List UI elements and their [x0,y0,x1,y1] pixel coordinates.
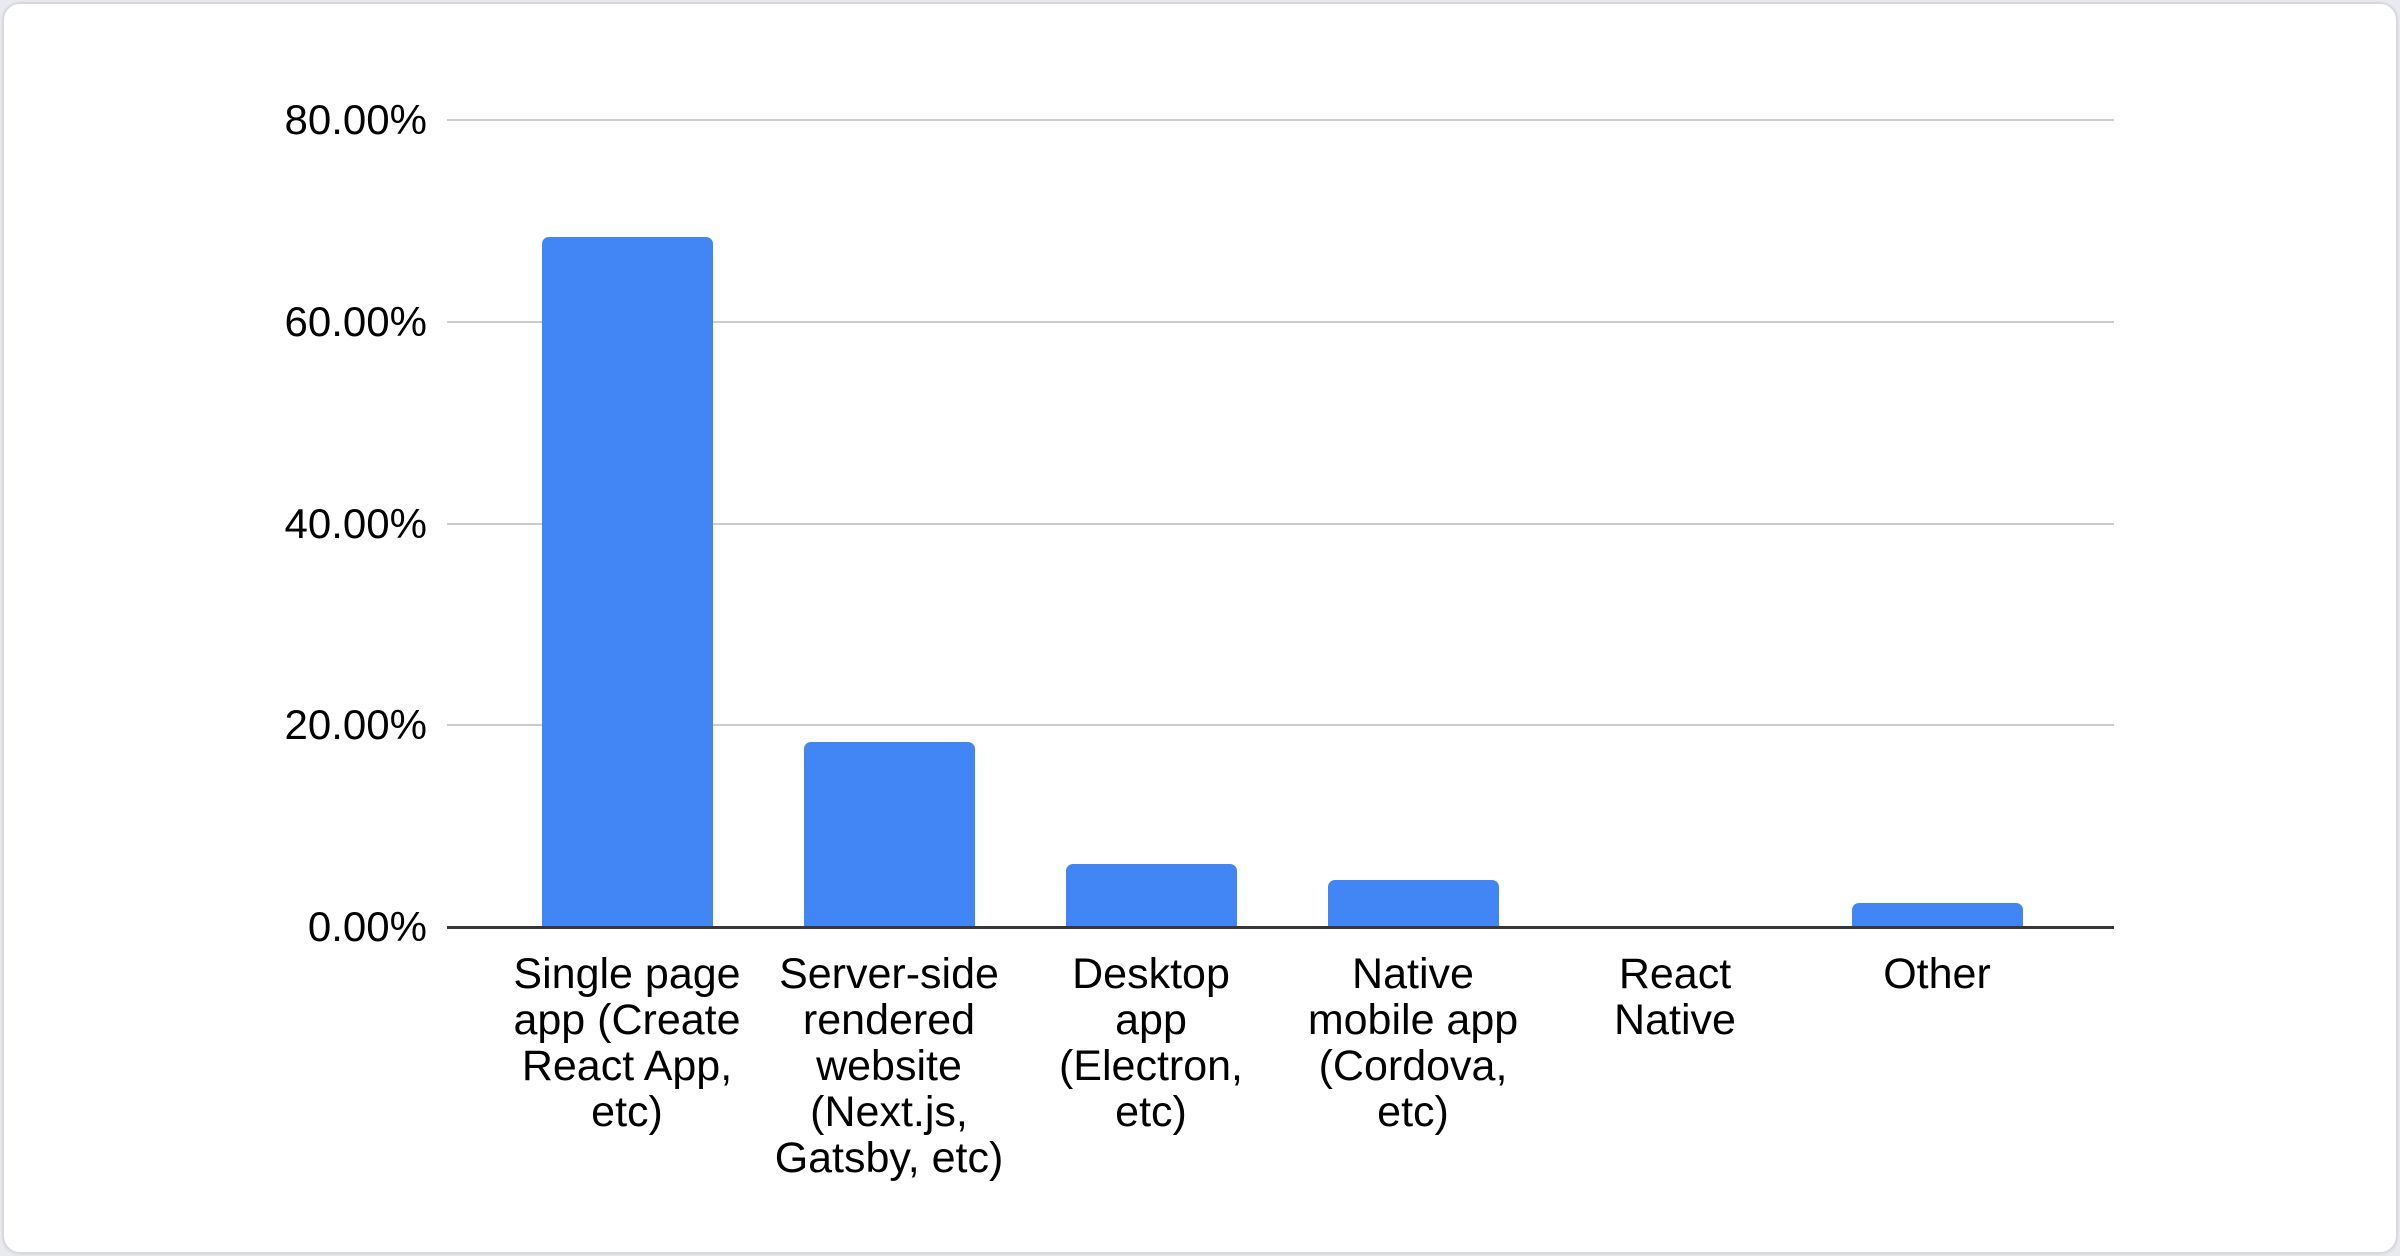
bar-3 [1065,864,1237,927]
bar-chart: 0.00% 20.00% 40.00% 60.00% 80.00% Single pag… [4,4,2396,1252]
x-category-label: Other [1883,950,1991,998]
y-gridline [447,522,2114,525]
bar-2 [803,742,975,927]
bar-4 [1327,880,1499,927]
y-gridline [447,320,2114,323]
y-tick-label: 80.00% [284,96,427,143]
x-category-label: React Native [1614,950,1736,1044]
x-category-label: Desktop app (Electron, etc) [1058,950,1243,1136]
y-tick-label: 40.00% [284,499,427,547]
x-category-label: Server-side rendered website (Next.js, G… [774,950,1004,1182]
y-tick-label: 0.00% [307,903,427,950]
bar-6 [1851,903,2023,927]
y-tick-label: 60.00% [284,297,427,345]
x-axis-baseline [447,926,2114,929]
x-category-label: Single page app (Create React App, etc) [513,950,741,1136]
y-gridline [447,724,2114,727]
bar-1 [541,237,713,927]
y-tick-label: 20.00% [284,701,427,749]
y-gridline [447,119,2114,121]
x-category-label: Native mobile app (Cordova, etc) [1307,950,1519,1136]
